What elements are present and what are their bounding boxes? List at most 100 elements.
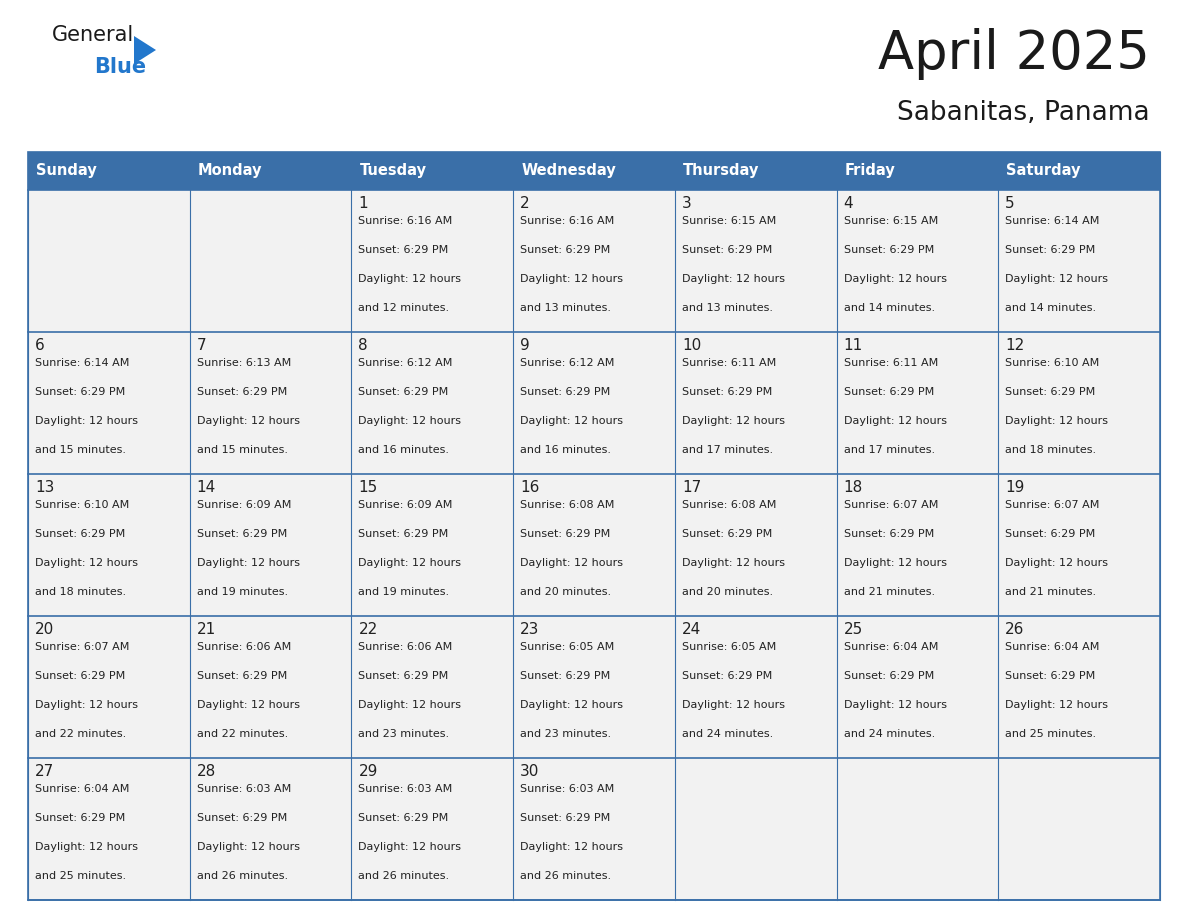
Text: 25: 25 [843,622,862,637]
Text: 30: 30 [520,764,539,779]
Text: Daylight: 12 hours: Daylight: 12 hours [34,416,138,426]
Text: Daylight: 12 hours: Daylight: 12 hours [359,274,461,284]
Text: Daylight: 12 hours: Daylight: 12 hours [197,558,299,568]
Text: and 15 minutes.: and 15 minutes. [197,445,287,455]
Text: 13: 13 [34,480,55,495]
Text: and 23 minutes.: and 23 minutes. [520,729,612,739]
Text: Daylight: 12 hours: Daylight: 12 hours [520,842,624,852]
Text: Sunrise: 6:10 AM: Sunrise: 6:10 AM [1005,358,1100,368]
Text: 3: 3 [682,196,691,211]
Text: 2: 2 [520,196,530,211]
Text: April 2025: April 2025 [878,28,1150,80]
Text: Sunrise: 6:07 AM: Sunrise: 6:07 AM [34,642,129,652]
Text: Friday: Friday [845,163,896,178]
Text: and 25 minutes.: and 25 minutes. [34,871,126,881]
Text: Sunrise: 6:12 AM: Sunrise: 6:12 AM [520,358,614,368]
Text: Sunday: Sunday [36,163,96,178]
Text: Sunrise: 6:03 AM: Sunrise: 6:03 AM [520,784,614,794]
Text: and 18 minutes.: and 18 minutes. [34,588,126,597]
Text: Saturday: Saturday [1006,163,1081,178]
Text: 9: 9 [520,338,530,353]
Text: 27: 27 [34,764,55,779]
Text: Sunrise: 6:03 AM: Sunrise: 6:03 AM [359,784,453,794]
Bar [836,152,998,190]
Text: Sunset: 6:29 PM: Sunset: 6:29 PM [520,671,611,681]
Text: Sunrise: 6:08 AM: Sunrise: 6:08 AM [520,500,614,510]
Text: 24: 24 [682,622,701,637]
Text: Sunrise: 6:07 AM: Sunrise: 6:07 AM [843,500,939,510]
Text: Daylight: 12 hours: Daylight: 12 hours [359,842,461,852]
Text: Daylight: 12 hours: Daylight: 12 hours [197,842,299,852]
Text: Sunset: 6:29 PM: Sunset: 6:29 PM [843,387,934,397]
Text: Daylight: 12 hours: Daylight: 12 hours [520,416,624,426]
Text: Daylight: 12 hours: Daylight: 12 hours [520,274,624,284]
Text: and 16 minutes.: and 16 minutes. [520,445,611,455]
Text: 12: 12 [1005,338,1024,353]
Text: Daylight: 12 hours: Daylight: 12 hours [34,700,138,711]
Text: Monday: Monday [197,163,263,178]
Text: Daylight: 12 hours: Daylight: 12 hours [359,416,461,426]
Text: Sunset: 6:29 PM: Sunset: 6:29 PM [682,387,772,397]
Text: 22: 22 [359,622,378,637]
Text: 20: 20 [34,622,55,637]
Text: and 15 minutes.: and 15 minutes. [34,445,126,455]
Text: and 13 minutes.: and 13 minutes. [520,303,611,313]
Bar [29,616,1159,758]
Bar [675,152,836,190]
Text: Sunrise: 6:16 AM: Sunrise: 6:16 AM [359,216,453,226]
Text: Wednesday: Wednesday [522,163,615,178]
Text: Sunset: 6:29 PM: Sunset: 6:29 PM [1005,387,1095,397]
Text: Sunset: 6:29 PM: Sunset: 6:29 PM [843,245,934,255]
Text: 17: 17 [682,480,701,495]
Text: Daylight: 12 hours: Daylight: 12 hours [843,416,947,426]
Text: Sunset: 6:29 PM: Sunset: 6:29 PM [197,387,287,397]
Text: Sunrise: 6:04 AM: Sunrise: 6:04 AM [34,784,129,794]
Text: Daylight: 12 hours: Daylight: 12 hours [197,700,299,711]
Text: Sunrise: 6:14 AM: Sunrise: 6:14 AM [1005,216,1100,226]
Text: Daylight: 12 hours: Daylight: 12 hours [520,558,624,568]
Text: Daylight: 12 hours: Daylight: 12 hours [1005,416,1108,426]
Text: Sunrise: 6:09 AM: Sunrise: 6:09 AM [197,500,291,510]
Text: Sunrise: 6:16 AM: Sunrise: 6:16 AM [520,216,614,226]
Polygon shape [134,36,156,64]
Text: and 19 minutes.: and 19 minutes. [359,588,449,597]
Text: 6: 6 [34,338,45,353]
Text: 19: 19 [1005,480,1025,495]
Text: Sunrise: 6:08 AM: Sunrise: 6:08 AM [682,500,776,510]
Text: 11: 11 [843,338,862,353]
Text: Blue: Blue [94,57,146,77]
Text: Daylight: 12 hours: Daylight: 12 hours [1005,274,1108,284]
Text: Daylight: 12 hours: Daylight: 12 hours [843,274,947,284]
Text: Sunset: 6:29 PM: Sunset: 6:29 PM [1005,529,1095,539]
Text: Sabanitas, Panama: Sabanitas, Panama [897,100,1150,126]
Text: Daylight: 12 hours: Daylight: 12 hours [359,558,461,568]
Bar [29,190,1159,332]
Bar [29,332,1159,474]
Text: Sunset: 6:29 PM: Sunset: 6:29 PM [682,245,772,255]
Text: Daylight: 12 hours: Daylight: 12 hours [197,416,299,426]
Text: Sunset: 6:29 PM: Sunset: 6:29 PM [520,813,611,823]
Text: Sunrise: 6:11 AM: Sunrise: 6:11 AM [682,358,776,368]
Text: and 22 minutes.: and 22 minutes. [197,729,287,739]
Bar [513,152,675,190]
Text: 10: 10 [682,338,701,353]
Text: and 20 minutes.: and 20 minutes. [520,588,612,597]
Text: Sunset: 6:29 PM: Sunset: 6:29 PM [359,671,449,681]
Text: Sunrise: 6:10 AM: Sunrise: 6:10 AM [34,500,129,510]
Text: Sunset: 6:29 PM: Sunset: 6:29 PM [34,813,125,823]
Text: Sunset: 6:29 PM: Sunset: 6:29 PM [197,671,287,681]
Text: Daylight: 12 hours: Daylight: 12 hours [682,274,785,284]
Text: Sunset: 6:29 PM: Sunset: 6:29 PM [34,387,125,397]
Text: Sunset: 6:29 PM: Sunset: 6:29 PM [682,529,772,539]
Text: 5: 5 [1005,196,1015,211]
Text: 23: 23 [520,622,539,637]
Text: Sunrise: 6:06 AM: Sunrise: 6:06 AM [197,642,291,652]
Text: Daylight: 12 hours: Daylight: 12 hours [682,416,785,426]
Text: Sunset: 6:29 PM: Sunset: 6:29 PM [1005,671,1095,681]
Text: Sunrise: 6:04 AM: Sunrise: 6:04 AM [843,642,939,652]
Bar [29,474,1159,616]
Bar [352,152,513,190]
Text: Sunrise: 6:04 AM: Sunrise: 6:04 AM [1005,642,1100,652]
Text: and 24 minutes.: and 24 minutes. [843,729,935,739]
Text: Sunset: 6:29 PM: Sunset: 6:29 PM [520,387,611,397]
